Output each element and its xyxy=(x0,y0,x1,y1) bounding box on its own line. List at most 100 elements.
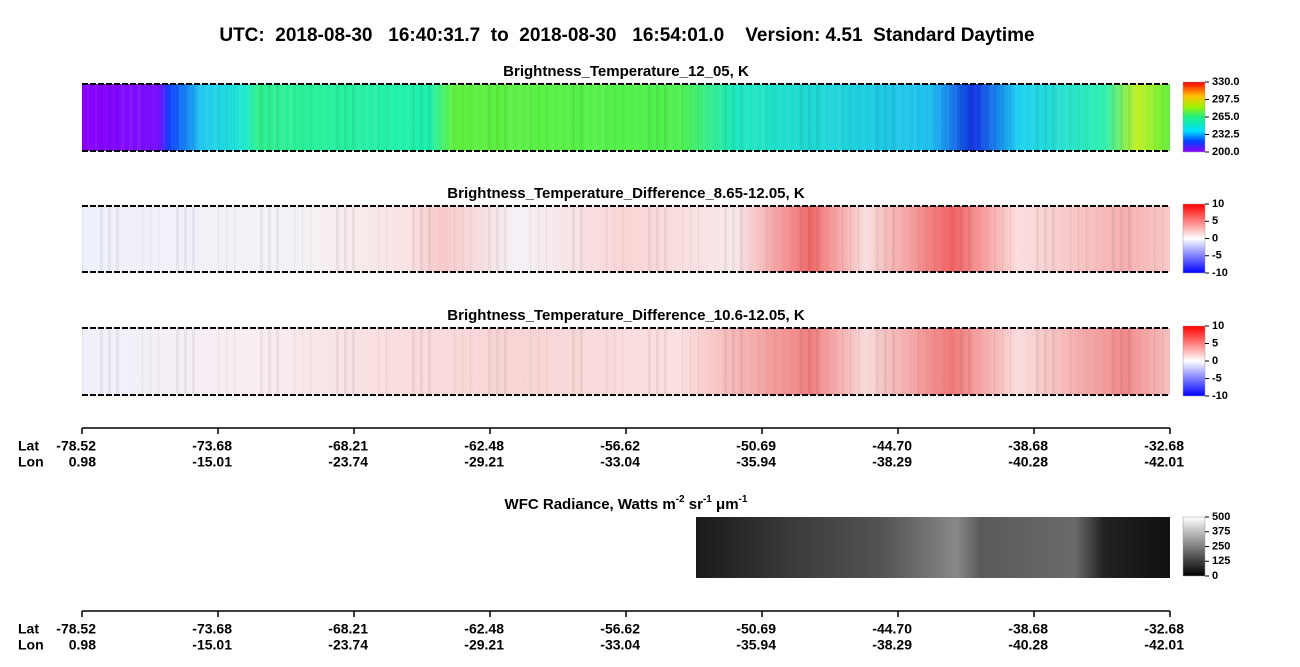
texture xyxy=(441,328,445,395)
texture xyxy=(546,84,547,151)
texture xyxy=(682,84,683,151)
texture xyxy=(1141,84,1145,151)
texture xyxy=(593,84,597,151)
texture xyxy=(973,84,977,151)
texture xyxy=(585,206,589,272)
texture xyxy=(766,328,767,395)
texture xyxy=(664,206,667,272)
texture xyxy=(973,206,977,272)
texture xyxy=(551,206,553,272)
texture xyxy=(158,206,159,272)
texture xyxy=(87,206,89,272)
texture xyxy=(753,84,757,151)
texture xyxy=(926,328,927,395)
texture xyxy=(761,84,765,151)
texture xyxy=(766,206,767,272)
texture xyxy=(176,206,179,272)
texture xyxy=(601,84,605,151)
texture xyxy=(179,328,181,395)
texture xyxy=(192,328,195,395)
texture xyxy=(420,84,423,151)
texture xyxy=(892,328,895,395)
texture xyxy=(1070,84,1071,151)
texture xyxy=(289,206,293,272)
colorbar xyxy=(1182,81,1206,153)
texture xyxy=(829,84,833,151)
texture xyxy=(171,328,173,395)
texture xyxy=(1128,328,1131,395)
texture xyxy=(137,206,141,272)
texture xyxy=(213,328,217,395)
texture xyxy=(483,328,485,395)
texture xyxy=(821,84,825,151)
texture xyxy=(711,328,713,395)
texture xyxy=(344,206,347,272)
texture xyxy=(365,328,369,395)
texture xyxy=(302,84,303,151)
texture xyxy=(677,84,681,151)
texture xyxy=(496,84,499,151)
texture xyxy=(1120,328,1123,395)
texture xyxy=(724,84,727,151)
texture xyxy=(129,206,133,272)
colorbar-label: 375 xyxy=(1212,526,1230,538)
texture xyxy=(100,206,103,272)
texture xyxy=(239,328,241,395)
texture xyxy=(989,206,993,272)
texture xyxy=(488,328,491,395)
texture xyxy=(142,206,143,272)
texture xyxy=(281,84,285,151)
texture xyxy=(509,328,513,395)
texture xyxy=(538,206,539,272)
texture xyxy=(892,84,895,151)
texture xyxy=(1052,328,1055,395)
texture xyxy=(399,206,401,272)
texture xyxy=(407,206,409,272)
texture xyxy=(1133,206,1137,272)
texture xyxy=(1162,206,1163,272)
texture xyxy=(960,84,963,151)
texture xyxy=(255,84,257,151)
texture xyxy=(336,206,339,272)
lat-value: -50.69 xyxy=(736,438,776,454)
texture xyxy=(336,84,339,151)
texture xyxy=(276,206,279,272)
texture xyxy=(897,84,901,151)
texture xyxy=(787,206,789,272)
texture xyxy=(1086,206,1087,272)
texture xyxy=(100,328,103,395)
texture xyxy=(863,328,865,395)
texture xyxy=(643,328,645,395)
colorbar-label: 330.0 xyxy=(1212,76,1240,88)
texture xyxy=(745,328,749,395)
lon-value: -40.28 xyxy=(1008,637,1048,653)
texture xyxy=(137,328,141,395)
texture xyxy=(719,84,721,151)
texture xyxy=(357,84,361,151)
texture xyxy=(1086,84,1087,151)
texture xyxy=(656,206,659,272)
texture xyxy=(703,328,705,395)
texture xyxy=(669,84,673,151)
texture xyxy=(352,206,355,272)
texture xyxy=(386,84,387,151)
texture xyxy=(268,328,271,395)
texture xyxy=(918,328,919,395)
lon-value: -42.01 xyxy=(1144,454,1184,470)
texture xyxy=(163,206,165,272)
texture xyxy=(255,328,257,395)
image-strip xyxy=(82,206,1170,272)
lat-value: -62.48 xyxy=(464,438,504,454)
texture xyxy=(1099,84,1101,151)
texture xyxy=(682,206,683,272)
texture xyxy=(239,206,241,272)
texture xyxy=(1052,206,1055,272)
colorbar-label: -5 xyxy=(1212,372,1222,384)
texture xyxy=(441,84,445,151)
texture xyxy=(87,84,89,151)
texture xyxy=(504,84,507,151)
texture xyxy=(593,328,597,395)
texture xyxy=(323,206,325,272)
texture xyxy=(239,84,241,151)
texture xyxy=(1133,84,1137,151)
